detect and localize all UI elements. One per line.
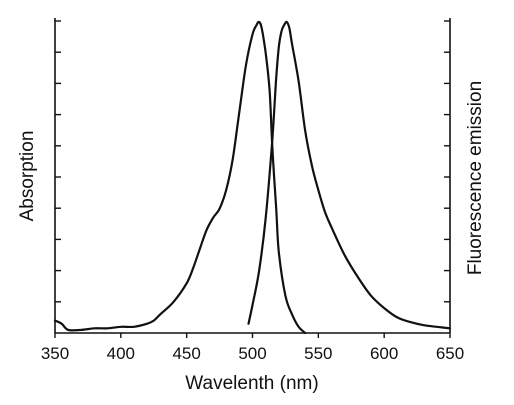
x-tick-labels: 350 400 450 500 550 600 650 (41, 344, 464, 363)
x-tick-label: 500 (238, 344, 266, 363)
ticks (54, 20, 451, 338)
x-tick-label: 400 (107, 344, 135, 363)
y-axis-right-label: Fluorescence emission (465, 81, 486, 275)
y-axis-left-label: Absorption (17, 131, 38, 222)
x-tick-label: 600 (370, 344, 398, 363)
x-tick-label: 550 (304, 344, 332, 363)
emission-curve (247, 20, 452, 330)
x-tick-label: 650 (436, 344, 464, 363)
x-tick-label: 350 (41, 344, 69, 363)
absorption-curve (53, 20, 307, 335)
x-tick-label: 450 (172, 344, 200, 363)
curves (53, 20, 452, 335)
x-axis-label: Wavelenth (nm) (185, 373, 318, 394)
axes (54, 18, 451, 334)
